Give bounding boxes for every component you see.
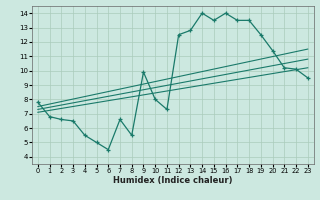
X-axis label: Humidex (Indice chaleur): Humidex (Indice chaleur) bbox=[113, 176, 233, 185]
